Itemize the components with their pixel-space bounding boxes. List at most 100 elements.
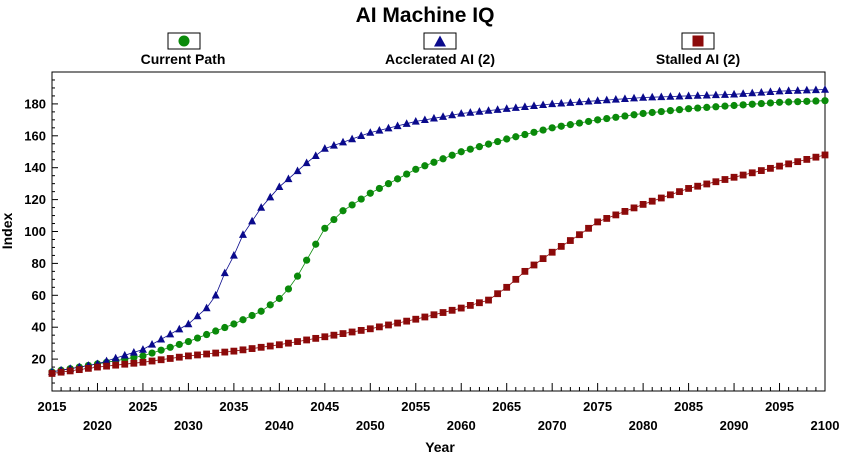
data-point [66, 367, 74, 375]
data-point [521, 267, 529, 275]
data-point [311, 151, 320, 159]
x-tick-label: 2025 [128, 399, 157, 414]
data-point [766, 99, 775, 107]
legend-item-current-path: Current Path [141, 32, 226, 67]
data-point [339, 137, 348, 146]
y-tick-label: 100 [24, 224, 46, 239]
data-point [593, 96, 602, 104]
data-point [130, 353, 138, 362]
data-point [594, 116, 602, 124]
x-tick-label: 2080 [629, 418, 658, 433]
data-point [675, 91, 684, 100]
data-point [257, 307, 265, 315]
data-point [312, 240, 320, 248]
data-point [293, 272, 302, 280]
data-point [439, 309, 447, 316]
data-point [248, 216, 257, 225]
data-point [221, 348, 229, 356]
data-point [57, 368, 65, 376]
data-point [166, 329, 175, 338]
y-tick-label: 80 [32, 256, 46, 271]
data-point [612, 211, 620, 219]
data-point [257, 343, 265, 351]
series-line [51, 154, 826, 374]
x-tick-label: 2040 [265, 418, 294, 433]
data-point [121, 360, 129, 368]
x-tick-label: 2060 [447, 418, 476, 433]
data-point [339, 207, 347, 215]
x-tick-label: 2015 [38, 399, 67, 414]
data-point [694, 104, 702, 112]
x-tick-label: 2075 [583, 399, 612, 414]
data-point [194, 351, 201, 359]
legend-label-current-path: Current Path [141, 51, 226, 67]
data-point [721, 176, 729, 183]
data-point [766, 87, 775, 95]
data-point [403, 170, 411, 178]
data-point [557, 242, 565, 250]
data-point [675, 106, 684, 114]
data-point [730, 101, 738, 110]
data-point [48, 370, 56, 377]
data-point [157, 346, 165, 354]
data-point [575, 97, 584, 106]
data-point [375, 125, 384, 134]
data-point [357, 131, 366, 139]
y-tick-label: 180 [24, 96, 46, 111]
data-point [466, 145, 474, 153]
data-point [148, 340, 157, 348]
data-point [821, 85, 829, 93]
data-point [120, 350, 129, 359]
data-point [384, 123, 393, 132]
data-point [730, 173, 738, 181]
data-point [275, 341, 283, 349]
data-point [594, 218, 602, 226]
data-point [348, 201, 356, 209]
data-point [802, 85, 811, 94]
data-point [238, 230, 247, 238]
legend-triangle-icon [434, 35, 446, 47]
data-point [648, 92, 657, 101]
data-point [584, 96, 593, 105]
data-point [94, 363, 101, 371]
data-point [630, 93, 639, 102]
data-point [175, 340, 183, 349]
x-tick-label: 2045 [310, 399, 339, 414]
data-point [503, 135, 511, 143]
data-point [639, 109, 647, 118]
y-tick-label: 60 [32, 288, 46, 303]
data-point [611, 95, 620, 103]
data-point [148, 357, 156, 365]
data-point [185, 352, 192, 360]
data-point [748, 100, 756, 108]
data-point [575, 119, 584, 127]
data-point [603, 215, 611, 222]
data-point [202, 303, 211, 312]
x-tick-label: 2065 [492, 399, 521, 414]
data-point [75, 366, 83, 374]
data-point [412, 315, 420, 323]
data-point [793, 86, 802, 94]
data-point [430, 311, 438, 319]
data-point [539, 126, 547, 134]
data-point [257, 203, 266, 211]
data-point [320, 144, 329, 152]
data-point [457, 109, 466, 117]
data-point [193, 311, 202, 320]
data-point [129, 348, 138, 356]
data-point [566, 237, 574, 244]
data-point [138, 345, 147, 353]
x-tick-label: 2100 [811, 418, 840, 433]
data-point [457, 304, 465, 312]
data-point [430, 158, 438, 166]
data-point [321, 224, 329, 232]
data-point [175, 324, 184, 333]
series-line [51, 100, 826, 373]
data-point [294, 338, 301, 345]
y-tick-label: 20 [32, 352, 46, 367]
data-point [803, 97, 811, 105]
data-point [357, 326, 365, 334]
data-point [666, 106, 675, 115]
data-point [448, 306, 456, 314]
